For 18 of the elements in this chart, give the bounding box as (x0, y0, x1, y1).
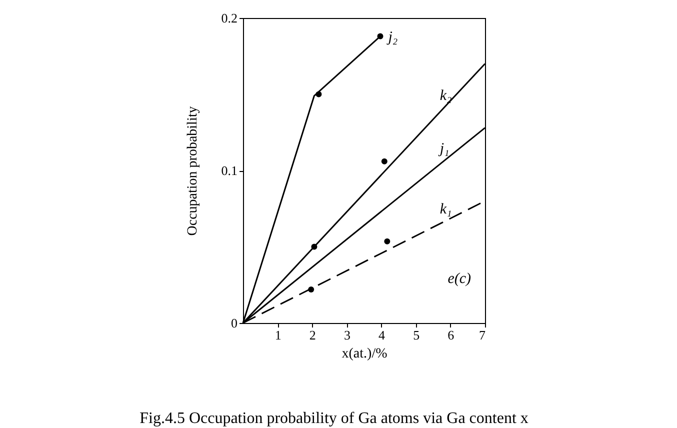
y-tick-label: 0.1 (221, 163, 238, 178)
x-axis-title: x(at.)/% (342, 346, 388, 362)
text: Fig.4.5 Occupation probability of Ga atoms via Ga content x (140, 410, 528, 427)
series-label: k₁ (440, 202, 452, 218)
y-tick-label: 0.2 (221, 10, 238, 26)
series-label: j₁ (438, 140, 450, 157)
x-tick-label: 3 (344, 328, 350, 342)
y-axis-title: Occupation probability (185, 106, 200, 236)
x-tick-label: 1 (274, 328, 282, 342)
x-tick-label: 5 (413, 328, 420, 342)
x-tick-label: 6 (448, 328, 455, 342)
y-tick-label: 0 (231, 316, 238, 330)
series-label: k₂ (440, 88, 452, 104)
series-label: j₂ (386, 29, 398, 46)
annotation: e(c) (448, 271, 471, 287)
x-tick-label: 7 (479, 328, 486, 342)
x-tick-label: 4 (378, 328, 386, 342)
x-tick-label: 2 (309, 328, 316, 342)
